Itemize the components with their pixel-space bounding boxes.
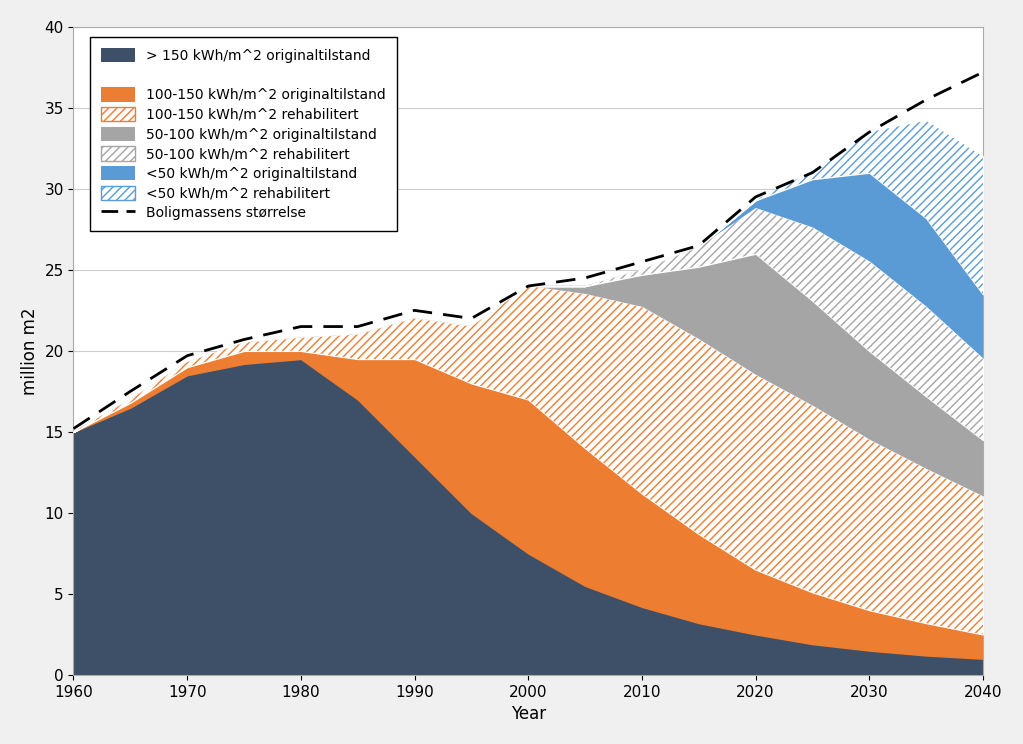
Legend: > 150 kWh/m^2 originaltilstand, , 100-150 kWh/m^2 originaltilstand, 100-150 kWh/: > 150 kWh/m^2 originaltilstand, , 100-15… bbox=[90, 37, 397, 231]
X-axis label: Year: Year bbox=[510, 705, 545, 723]
Y-axis label: million m2: million m2 bbox=[20, 307, 39, 394]
